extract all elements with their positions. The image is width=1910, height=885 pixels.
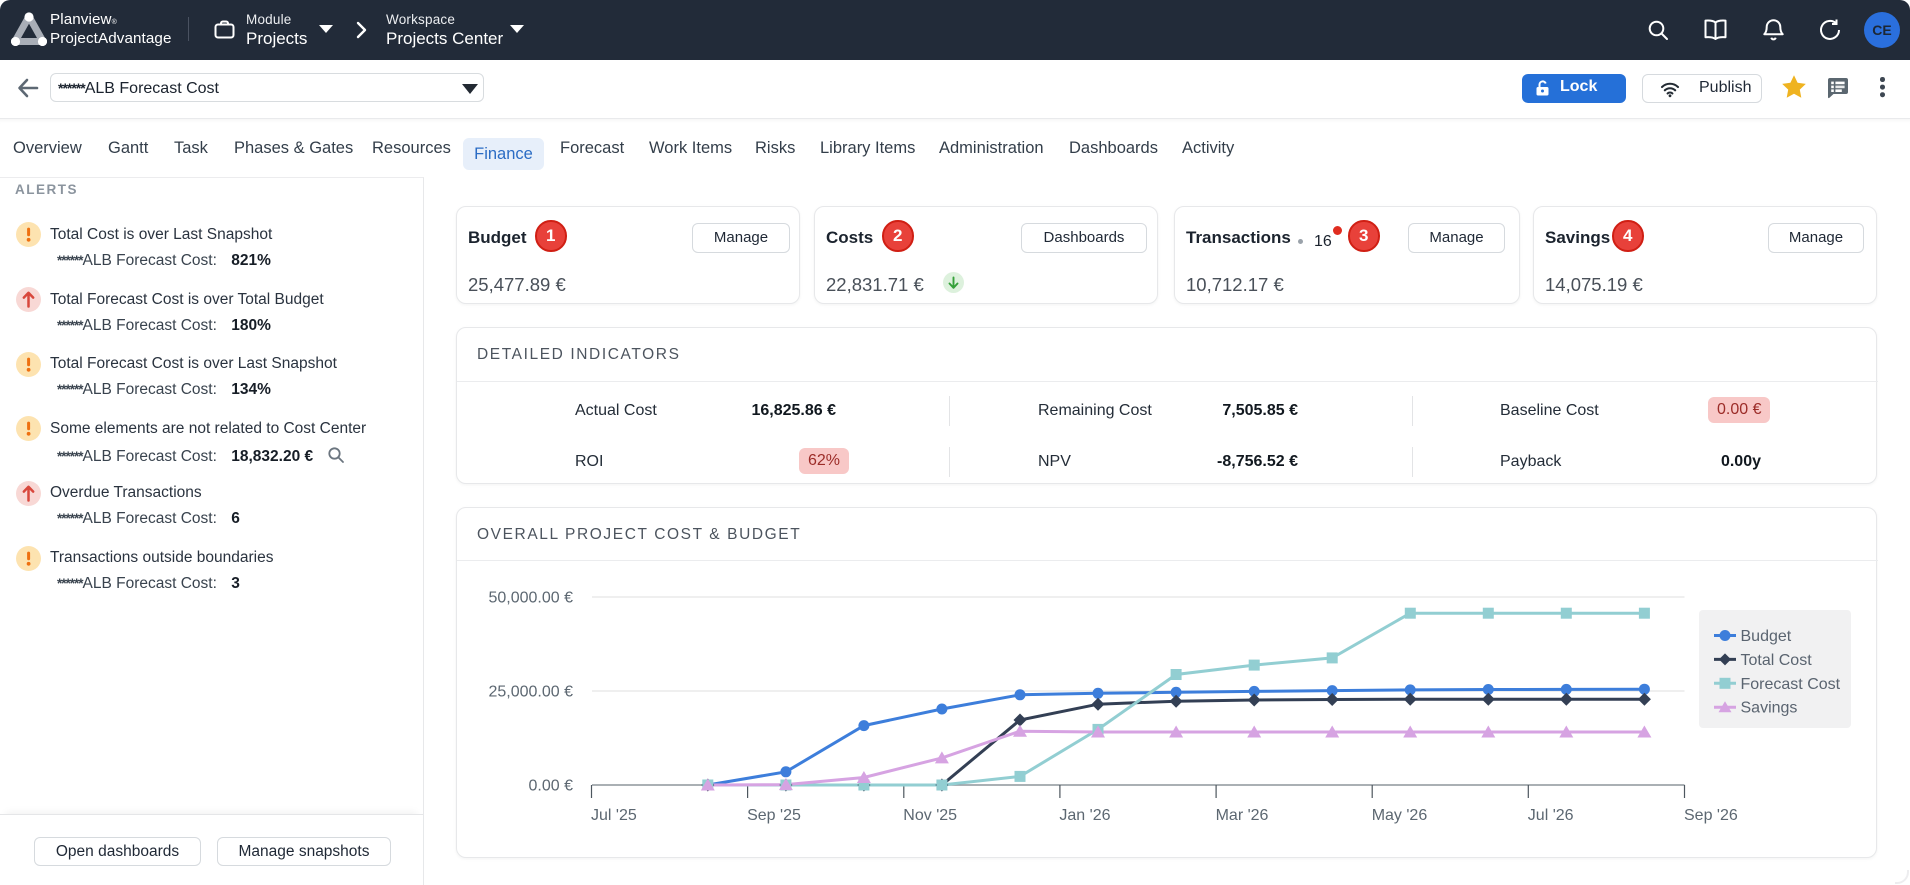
svg-text:0.00 €: 0.00 € bbox=[529, 778, 574, 795]
svg-text:Nov '25: Nov '25 bbox=[903, 807, 957, 824]
svg-text:25,000.00 €: 25,000.00 € bbox=[488, 684, 573, 701]
svg-text:Jul '25: Jul '25 bbox=[591, 807, 637, 824]
svg-text:Savings: Savings bbox=[1741, 700, 1798, 717]
svg-text:May '26: May '26 bbox=[1372, 807, 1428, 824]
svg-text:Mar '26: Mar '26 bbox=[1216, 807, 1269, 824]
svg-text:Sep '25: Sep '25 bbox=[747, 807, 801, 824]
svg-text:Jul '26: Jul '26 bbox=[1528, 807, 1574, 824]
svg-text:Jan '26: Jan '26 bbox=[1059, 807, 1110, 824]
svg-text:Forecast Cost: Forecast Cost bbox=[1741, 676, 1841, 693]
svg-text:Total Cost: Total Cost bbox=[1741, 652, 1813, 669]
svg-text:Sep '26: Sep '26 bbox=[1684, 807, 1738, 824]
svg-text:Budget: Budget bbox=[1741, 628, 1792, 645]
svg-text:50,000.00 €: 50,000.00 € bbox=[488, 590, 573, 607]
